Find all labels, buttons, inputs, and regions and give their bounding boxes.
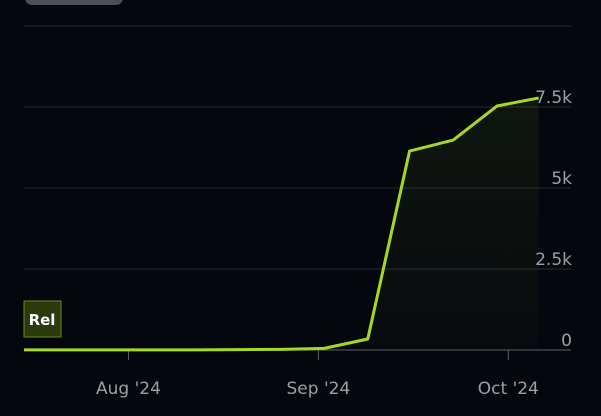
line (24, 96, 539, 352)
y-tick-label: 0 (561, 331, 572, 351)
legend-swatch (23, 300, 62, 338)
x-tick-label: Aug '24 (96, 379, 161, 399)
legend-label: Rel (29, 311, 56, 329)
top-button[interactable] (25, 0, 123, 5)
x-tick-label: Oct '24 (478, 379, 539, 399)
y-tick-label: 5k (551, 169, 572, 189)
y-tick-label: 7.5k (535, 88, 572, 108)
x-tick-label: Sep '24 (287, 379, 351, 399)
y-tick-label: 2.5k (535, 250, 572, 270)
area (24, 97, 539, 350)
